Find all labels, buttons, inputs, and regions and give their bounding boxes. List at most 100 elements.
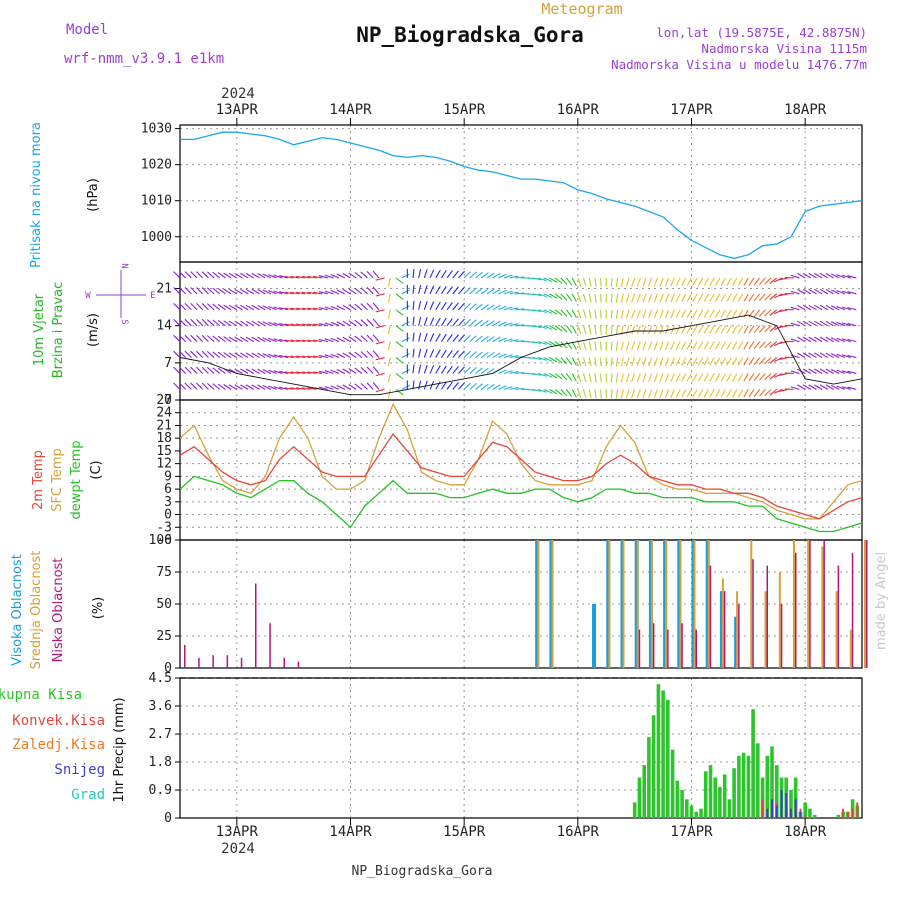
wind-barb [452, 366, 459, 374]
wind-barb [301, 387, 311, 390]
wind-barb [212, 287, 221, 295]
wind-barb [588, 309, 592, 319]
wind-barb [296, 307, 306, 311]
wind-barb [653, 389, 658, 398]
wind-barb [631, 389, 636, 398]
wind-barb [681, 309, 687, 318]
wind-barb [375, 372, 385, 377]
wind-barb [492, 352, 501, 359]
cloud-bar-1 [807, 540, 810, 668]
wind-barb [284, 371, 294, 375]
sfc-temp-line [179, 402, 863, 520]
wind-barb [566, 277, 573, 286]
wind-barb [324, 322, 334, 327]
wind-barb [726, 389, 732, 398]
compass-s: S [119, 319, 129, 324]
wind-barb [675, 373, 681, 382]
wind-barb [196, 366, 204, 374]
wind-barb [743, 341, 749, 350]
wind-barb [418, 348, 422, 358]
pressure-line [180, 131, 863, 260]
wind-barb [196, 382, 204, 390]
wind-barb [262, 289, 272, 295]
wind-barb [273, 322, 283, 327]
wind-barb [659, 293, 664, 303]
wind-barb [532, 325, 542, 329]
wind-barb [577, 373, 582, 383]
wind-barb [625, 309, 630, 319]
wind-barb [387, 373, 391, 383]
wind-barb [566, 293, 573, 302]
wind-barb [366, 350, 374, 358]
frame-pressure [179, 124, 863, 263]
wind-barb [594, 293, 597, 303]
wind-barb [549, 325, 558, 331]
wind-barb [387, 293, 391, 303]
wind-barb [769, 309, 778, 317]
temp-label-3: dewpt Temp [69, 440, 84, 519]
wind-barb [279, 338, 289, 343]
wind-barb [387, 357, 391, 367]
wind-barb [240, 272, 249, 279]
wind-barb [642, 357, 647, 367]
wind-barb [808, 272, 817, 279]
top-day-labels: 13APR 14APR 15APR 16APR 17APR 18APR [216, 102, 827, 125]
wind-barb [709, 373, 715, 382]
wind-barb [577, 293, 582, 303]
wind-barb [797, 304, 806, 311]
wind-barb [240, 368, 249, 374]
wind-barb [446, 270, 453, 279]
cloud-bar-2 [851, 552, 854, 668]
wind-barb [178, 382, 187, 390]
wind-barb [836, 337, 846, 343]
wind-barb [234, 320, 243, 327]
wind-barb [366, 318, 374, 327]
precip-bar-0 [746, 755, 751, 818]
wind-barb [714, 293, 721, 302]
wind-barb [670, 341, 675, 351]
wind-barb [543, 357, 553, 362]
wind-barb [841, 306, 851, 311]
wind-barb [279, 322, 289, 327]
wind-barb [463, 366, 471, 374]
frame-cloud [179, 539, 863, 669]
2m-temp-line [179, 432, 863, 520]
wind-barb [610, 373, 613, 383]
wind-barb [709, 293, 715, 302]
wind-barb [498, 289, 507, 295]
precip-label-3: Zaledj.Kisa [12, 737, 105, 753]
wind-barb [537, 293, 547, 298]
cloud-label-2: Srednja Oblacnost [29, 551, 44, 670]
wind-barb [636, 389, 641, 398]
wind-barb [610, 389, 613, 399]
wind-barb [703, 373, 710, 382]
panel-pressure: 1000 1010 1020 1030 [141, 122, 863, 263]
cloud-bar-1 [537, 540, 540, 668]
wind-unit: (m/s) [86, 313, 101, 347]
wind-barb [342, 368, 351, 374]
wind-barb [825, 304, 834, 311]
wind-barb [566, 309, 573, 318]
wind-barb [720, 325, 727, 334]
wind-barb [480, 383, 489, 390]
wind-barb [664, 309, 670, 319]
cloud-bar-2 [837, 565, 840, 668]
wind-barb [268, 369, 277, 374]
wind-barb [423, 332, 428, 342]
temp-label-1: 2m Temp [31, 450, 46, 510]
wind-barb [814, 304, 823, 311]
wind-barb [262, 384, 272, 390]
precip-bar-0 [632, 802, 637, 818]
wind-barb [537, 309, 547, 314]
cloud-bar-2 [795, 552, 797, 668]
wind-barb [653, 309, 658, 319]
wind-barb [819, 320, 829, 327]
wind-barb [423, 316, 428, 326]
wind-barb [659, 277, 664, 287]
wind-barb [582, 389, 587, 399]
wind-barb [764, 373, 772, 381]
wind-barb [372, 318, 380, 327]
wind-barb [268, 337, 277, 343]
wind-barb [366, 334, 374, 342]
wind-barb [486, 336, 495, 343]
